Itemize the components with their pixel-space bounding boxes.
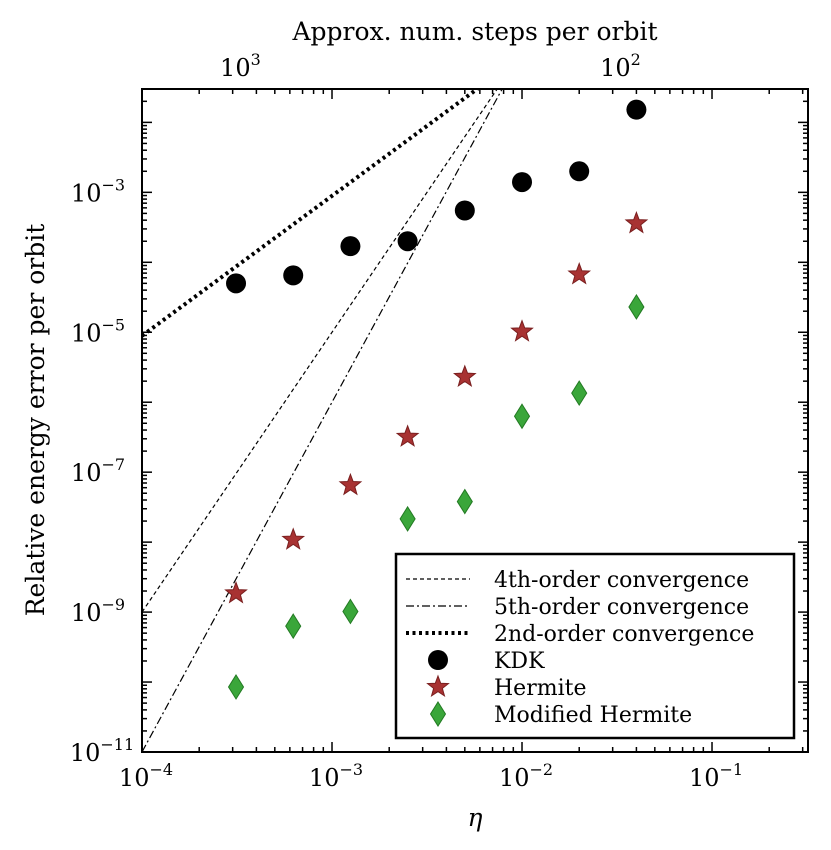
legend-label: KDK: [494, 649, 545, 674]
modified-hermite-point: [628, 294, 645, 320]
y-tick-label: 10−7: [71, 455, 125, 487]
hermite-point: [452, 364, 477, 387]
modified-hermite-point: [227, 674, 245, 700]
legend-label: Hermite: [494, 676, 586, 701]
modified-hermite-point: [285, 613, 302, 640]
kdk-point: [512, 172, 533, 193]
hermite-point: [510, 319, 534, 342]
ticks-layer: 10−4 10−3 10−2 10−1 10−11 10−9 10−7 10−5 10−3 103…: [70, 50, 808, 792]
dashed-reference-line: [142, 89, 498, 613]
modified-hermite-point: [399, 505, 416, 532]
x-tick-label: 10−3: [309, 760, 363, 792]
legend-label: 5th-order convergence: [494, 595, 749, 620]
kdk-point: [569, 161, 590, 182]
kdk-point: [454, 200, 475, 221]
x-axis-title: η: [468, 803, 483, 832]
y-axis-title: Relative energy error per orbit: [21, 224, 50, 617]
hermite-point: [395, 424, 420, 447]
legend-modified-hermite-swatch: [429, 701, 447, 727]
y-tick-label: 10−11: [70, 735, 134, 767]
modified-hermite-point: [513, 403, 531, 430]
legend-label: 2nd-order convergence: [494, 622, 754, 647]
y-tick-label: 10−3: [71, 175, 125, 207]
modified-hermite-point: [571, 380, 588, 407]
x-tick-label: 10−1: [689, 760, 743, 792]
data-points: [224, 99, 649, 700]
legend-hermite-swatch: [426, 674, 450, 698]
x-tick-label: 10−2: [499, 760, 553, 792]
top-tick-label: 103: [220, 50, 261, 82]
legend-box: [394, 552, 796, 740]
x-tick-label: 10−4: [119, 760, 173, 792]
reference-lines: [142, 89, 503, 752]
top-tick-label: 102: [600, 50, 641, 82]
hermite-point: [567, 262, 592, 285]
y-tick-label: 10−9: [71, 595, 125, 627]
hermite-point: [224, 580, 248, 604]
dotted-reference-line: [142, 89, 481, 338]
hermite-point: [281, 527, 306, 550]
top-axis-title: Approx. num. steps per orbit: [291, 17, 657, 46]
hermite-point: [338, 472, 363, 496]
modified-hermite-point: [342, 598, 359, 625]
kdk-point: [397, 231, 418, 252]
y-tick-label: 10−5: [71, 315, 125, 347]
kdk-point: [626, 99, 647, 120]
kdk-point: [340, 236, 361, 257]
modified-hermite-point: [456, 488, 473, 515]
kdk-point: [283, 265, 304, 286]
legend-label: Modified Hermite: [494, 703, 692, 728]
legend-kdk-swatch: [428, 650, 448, 670]
legend-label: 4th-order convergence: [494, 568, 749, 593]
kdk-point: [226, 273, 247, 294]
hermite-point: [624, 210, 649, 234]
plot-frame: [141, 88, 809, 753]
